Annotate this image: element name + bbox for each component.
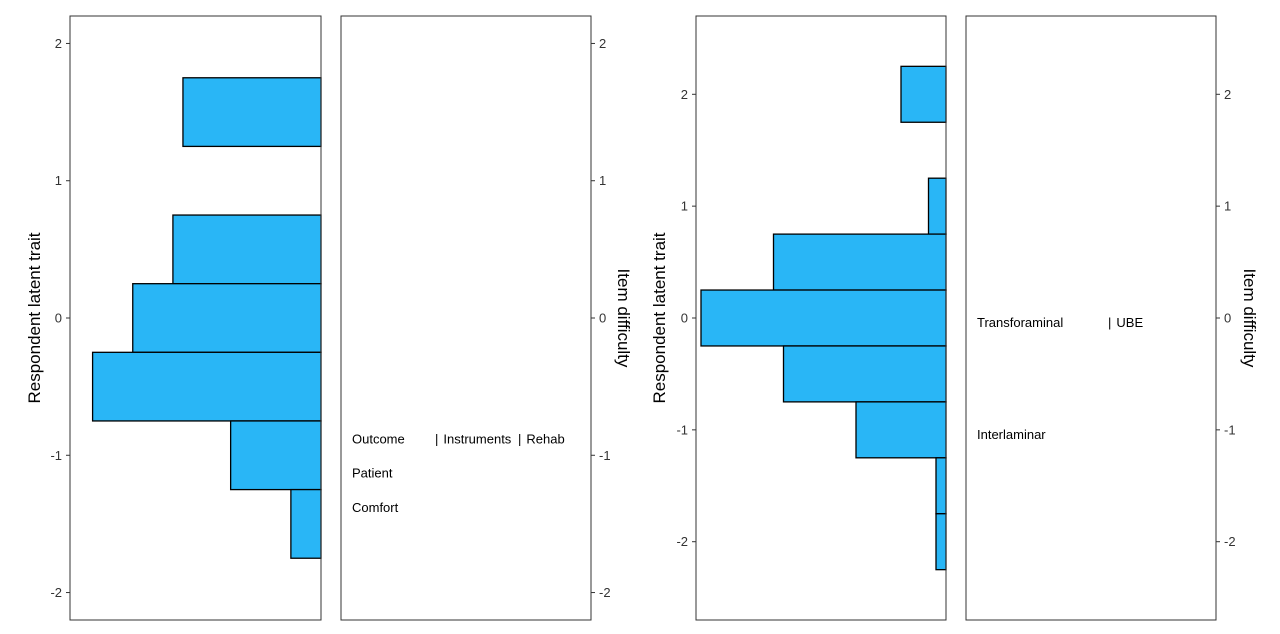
histogram-bar — [927, 177, 947, 235]
histogram-bar — [900, 65, 947, 123]
item-label-text: Rehab — [526, 431, 564, 446]
y-tick-label-left: 2 — [55, 36, 62, 51]
item-marker: | — [1108, 315, 1111, 330]
y-tick-label-right: -1 — [1224, 422, 1236, 437]
wright-map-left: -2 -2 -1 -1 0 0 1 1 2 2 Respondent latent trait Ite… — [25, 15, 633, 621]
y-tick-label-right: 0 — [1224, 311, 1231, 326]
item-label: Interlaminar — [977, 427, 1046, 442]
item-label: Comfort — [352, 500, 399, 515]
y-tick-label-right: 0 — [599, 311, 606, 326]
item-label: Patient — [352, 466, 393, 481]
y-axis-title-left: Respondent latent trait — [650, 232, 669, 403]
y-tick-label-right: 2 — [1224, 87, 1231, 102]
histogram-bar — [132, 283, 322, 353]
histogram-bar — [229, 420, 322, 491]
y-tick-label-left: -2 — [676, 534, 688, 549]
histogram-bar — [290, 488, 322, 559]
y-tick-label-right: 1 — [1224, 199, 1231, 214]
y-tick-label-right: 1 — [599, 173, 606, 188]
item-label-text: Instruments — [443, 431, 511, 446]
histogram-bar — [935, 457, 947, 515]
y-tick-label-right: -1 — [599, 448, 611, 463]
histogram-bar — [172, 214, 322, 285]
y-tick-label-left: -2 — [50, 585, 62, 600]
item-label-text: UBE — [1116, 315, 1143, 330]
y-tick-label-left: 2 — [681, 87, 688, 102]
histogram-bar — [935, 513, 947, 571]
item-label: | Rehab — [518, 431, 565, 446]
item-label: Transforaminal — [977, 315, 1063, 330]
y-tick-label-left: -1 — [676, 422, 688, 437]
histogram-bar — [855, 401, 947, 459]
y-tick-label-left: 1 — [681, 199, 688, 214]
histogram-bar — [91, 351, 322, 422]
item-panel-frame — [340, 15, 592, 621]
y-axis-title-right: Item difficulty — [1240, 269, 1259, 368]
histogram-bar — [782, 345, 947, 403]
y-axis-title-right: Item difficulty — [614, 269, 633, 368]
y-tick-label-left: 1 — [55, 173, 62, 188]
histogram-bar — [182, 77, 322, 148]
y-tick-label-right: -2 — [1224, 534, 1236, 549]
item-label: Outcome — [352, 431, 405, 446]
y-tick-label-right: -2 — [599, 585, 611, 600]
y-tick-label-left: 0 — [55, 311, 62, 326]
y-tick-label-right: 2 — [599, 36, 606, 51]
histogram-bar — [772, 233, 947, 291]
histogram-bar — [700, 289, 947, 347]
wright-map-right: -2 -2 -1 -1 0 0 1 1 2 2 Respondent latent trait Ite… — [650, 15, 1259, 621]
item-marker: | — [518, 431, 521, 446]
item-label: | UBE — [1108, 315, 1143, 330]
item-marker: | — [435, 431, 438, 446]
item-label: | Instruments — [435, 431, 512, 446]
y-tick-label-left: 0 — [681, 311, 688, 326]
y-tick-label-left: -1 — [50, 448, 62, 463]
y-axis-title-left: Respondent latent trait — [25, 232, 44, 403]
